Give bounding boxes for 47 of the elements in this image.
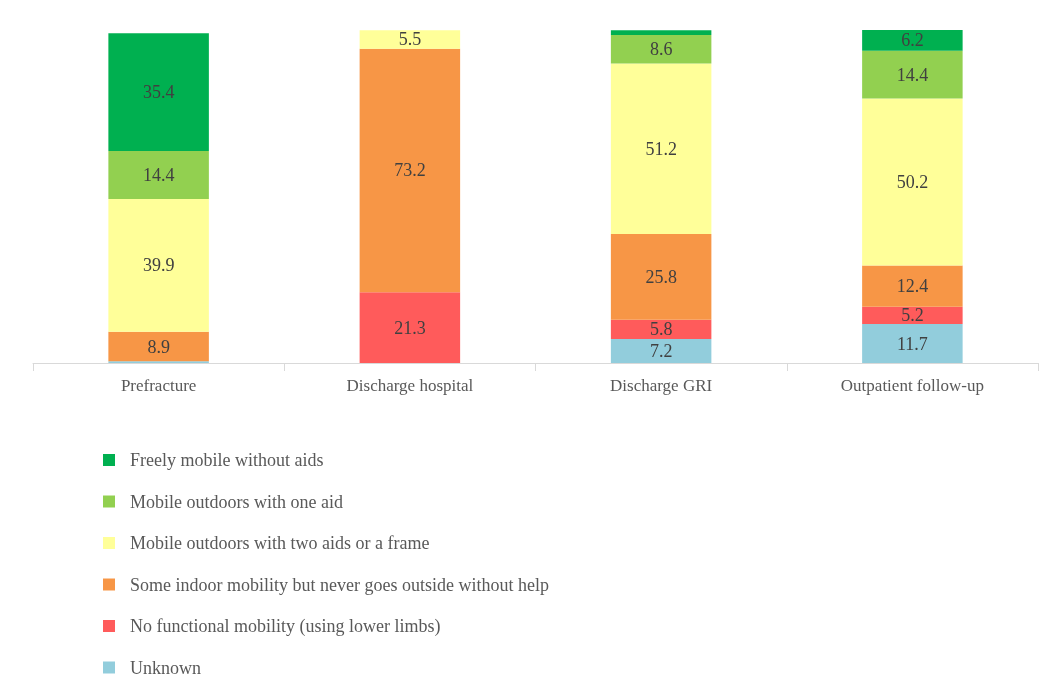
x-tick-label: Discharge hospital	[346, 376, 474, 395]
bar	[610, 319, 712, 340]
bar	[862, 30, 963, 51]
data-label: 14.4	[142, 165, 175, 186]
data-label: 11.7	[896, 333, 928, 354]
data-label: 8.9	[147, 336, 170, 357]
bar	[108, 199, 209, 332]
data-label: 73.2	[394, 160, 426, 181]
data-label: 8.6	[649, 39, 673, 60]
data-label: 21.3	[394, 317, 426, 338]
data-label: 6.2	[901, 30, 924, 51]
bar	[610, 30, 712, 35]
bar	[610, 233, 712, 320]
bar	[862, 98, 963, 266]
bar	[610, 339, 712, 363]
data-label: 51.2	[645, 138, 677, 159]
data-label: 50.2	[896, 172, 929, 193]
bar	[862, 265, 963, 307]
bar	[610, 63, 712, 234]
bar	[862, 306, 963, 325]
legend-label: No functional mobility (using lower limbs)	[130, 616, 441, 637]
bar	[359, 292, 461, 363]
bar	[108, 331, 209, 362]
legend-label: Some indoor mobility but never goes outside without help	[130, 574, 549, 595]
data-label: 25.8	[645, 266, 677, 287]
bar	[610, 34, 712, 64]
bar	[359, 48, 461, 293]
legend-label: Mobile outdoors with two aids or a frame	[130, 533, 430, 553]
legend-label: Freely mobile without aids	[130, 450, 324, 470]
data-label: 5.8	[649, 319, 673, 340]
data-label: 14.4	[896, 64, 929, 85]
data-label: 5.5	[398, 29, 422, 50]
legend-label: Mobile outdoors with one aid	[130, 491, 343, 512]
data-label: 7.2	[649, 341, 673, 362]
data-label: 39.9	[142, 255, 175, 276]
bar	[108, 151, 209, 199]
data-label: 35.4	[142, 82, 175, 103]
bar	[108, 33, 209, 152]
bar	[359, 30, 461, 49]
x-tick-label: Discharge GRI	[610, 376, 713, 395]
x-tick-label: Prefracture	[120, 376, 197, 395]
data-label: 5.2	[901, 305, 924, 326]
data-label: 12.4	[896, 276, 929, 297]
legend-label: Unknown	[130, 657, 201, 678]
x-tick-label: Outpatient follow-up	[840, 376, 984, 395]
bar	[862, 50, 963, 99]
bar	[862, 324, 963, 363]
